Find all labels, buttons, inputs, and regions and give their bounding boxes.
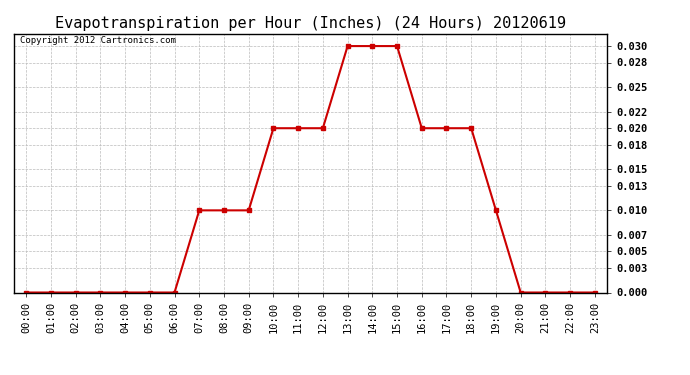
Text: Copyright 2012 Cartronics.com: Copyright 2012 Cartronics.com <box>20 36 176 45</box>
Title: Evapotranspiration per Hour (Inches) (24 Hours) 20120619: Evapotranspiration per Hour (Inches) (24… <box>55 16 566 31</box>
